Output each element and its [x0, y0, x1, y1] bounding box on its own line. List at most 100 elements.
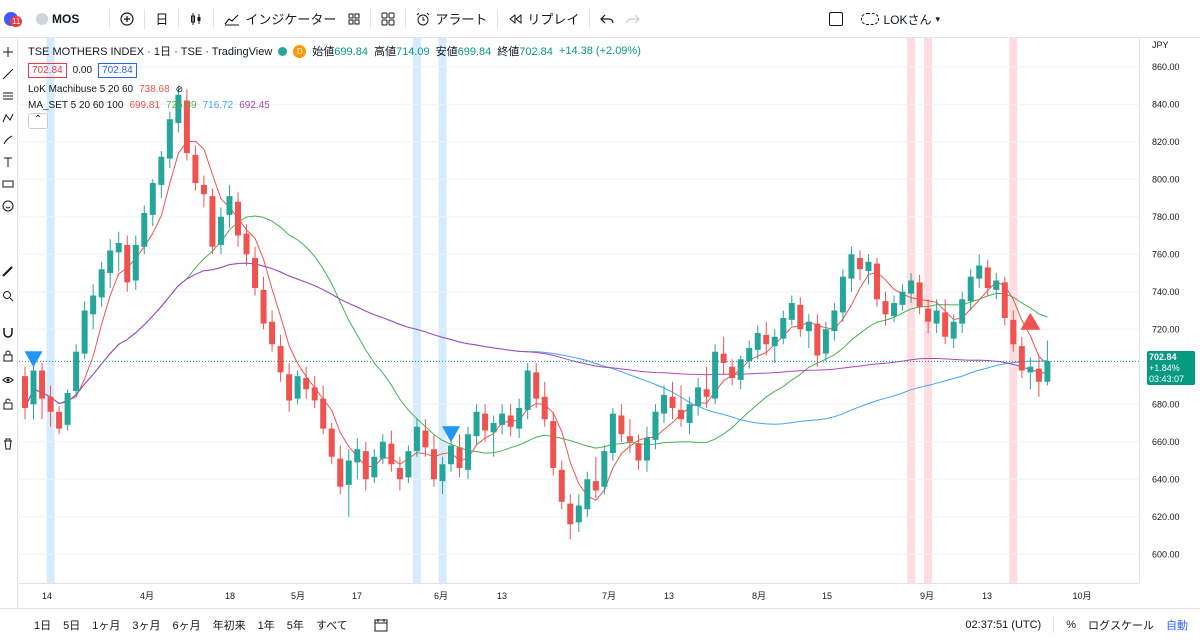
- indicators-button[interactable]: インジケーター: [218, 0, 342, 38]
- redo-button[interactable]: [620, 0, 646, 38]
- candle-body: [626, 436, 633, 442]
- ma60-value: 716.72: [202, 99, 234, 111]
- eye-icon[interactable]: [2, 374, 14, 386]
- candle-body: [192, 154, 199, 183]
- percent-scale-button[interactable]: %: [1066, 618, 1076, 631]
- range-button-5[interactable]: 年初来: [212, 619, 246, 632]
- buy-signal-triangle: [1020, 312, 1041, 330]
- candle-body: [90, 295, 97, 315]
- measure-icon[interactable]: [2, 178, 14, 190]
- candle-body: [499, 413, 506, 425]
- account-menu[interactable]: 11: [0, 0, 24, 38]
- time-tick-label: 8月: [752, 591, 766, 601]
- zoom-icon[interactable]: [2, 290, 14, 302]
- candle-body: [141, 213, 148, 247]
- ruler-icon[interactable]: [2, 266, 14, 278]
- time-tick-label: 10月: [1072, 591, 1091, 601]
- candle-body: [516, 408, 523, 429]
- trash-icon[interactable]: [2, 438, 14, 450]
- symbol-title[interactable]: TSE MOTHERS INDEX · 1日 · TSE · TradingVi…: [28, 46, 273, 58]
- templates-button[interactable]: [342, 0, 366, 38]
- currency-label[interactable]: JPY: [1152, 40, 1169, 50]
- candle-body: [371, 456, 378, 478]
- pattern-icon[interactable]: [2, 112, 14, 124]
- price-chart[interactable]: [19, 38, 1139, 583]
- candle-body: [507, 415, 514, 427]
- divider: [178, 8, 180, 29]
- compare-symbol-button[interactable]: [114, 0, 140, 38]
- brush-icon[interactable]: [2, 134, 14, 146]
- candle-body: [558, 469, 565, 502]
- symbol-search[interactable]: MOS: [30, 0, 85, 38]
- collapse-legend-button[interactable]: ⌃: [28, 113, 48, 129]
- ohlc-close: 終値702.84: [497, 46, 553, 58]
- candle-body: [763, 334, 770, 345]
- undo-button[interactable]: [594, 0, 620, 38]
- range-button-0[interactable]: 1日: [34, 619, 52, 632]
- candle-body: [695, 387, 702, 407]
- fib-icon[interactable]: [2, 90, 14, 102]
- market-status-icon: [278, 46, 288, 56]
- trend-line-icon[interactable]: [2, 68, 14, 80]
- alarm-clock-icon: [417, 12, 430, 25]
- log-scale-button[interactable]: ログスケール: [1088, 619, 1154, 632]
- range-button-2[interactable]: 1ヶ月: [92, 619, 121, 632]
- magnet-icon[interactable]: [2, 326, 14, 338]
- loading-icon: ⊘: [175, 83, 184, 94]
- layout-button[interactable]: [375, 0, 401, 38]
- clock[interactable]: 02:37:51 (UTC): [965, 618, 1042, 631]
- candle-body: [814, 323, 821, 356]
- range-button-1[interactable]: 5日: [63, 619, 81, 632]
- indicators-label: インジケーター: [245, 12, 337, 27]
- candle-body: [22, 376, 28, 408]
- time-axis[interactable]: 14 4月 18 5月 17 6月 13 7月 13 8月 15 9月 13 10月: [19, 583, 1139, 608]
- candle-body: [1044, 361, 1051, 382]
- candle-body: [984, 267, 991, 288]
- lock-drawings-icon[interactable]: [2, 350, 14, 362]
- price-tick-label: 640.00: [1152, 474, 1180, 484]
- bar-countdown: 03:43:07: [1149, 374, 1185, 384]
- indicator1-value: 738.68: [139, 83, 170, 95]
- range-button-6[interactable]: 1年: [257, 619, 275, 632]
- price-axis[interactable]: 860.00 840.00 820.00 800.00 780.00 760.00 740.…: [1139, 38, 1200, 583]
- goto-date-icon[interactable]: [374, 618, 388, 632]
- ma-line-ma100: [24, 262, 1048, 409]
- replay-button[interactable]: リプレイ: [502, 0, 585, 38]
- range-button-3[interactable]: 3ヶ月: [132, 619, 161, 632]
- drawing-toolbar: [0, 38, 18, 608]
- candle-body: [311, 387, 318, 401]
- emoji-icon[interactable]: [2, 200, 14, 212]
- indicator-legend-1[interactable]: LoK Machibuse 5 20 60 738.68 ⊘: [28, 81, 641, 97]
- candle-body: [107, 250, 114, 273]
- divider: [109, 8, 111, 29]
- fullscreen-icon[interactable]: [829, 12, 844, 26]
- alert-button[interactable]: アラート: [410, 0, 493, 38]
- candle-body: [567, 503, 574, 525]
- user-menu[interactable]: LOKさん ▾: [861, 11, 940, 28]
- candle-body: [132, 244, 139, 281]
- crosshair-icon[interactable]: [2, 46, 14, 58]
- range-buttons: 1日 5日 1ヶ月 3ヶ月 6ヶ月 年初来 1年 5年 すべて: [0, 617, 354, 633]
- avatar[interactable]: 11: [4, 11, 23, 27]
- lock-icon[interactable]: [2, 398, 14, 410]
- text-icon[interactable]: [2, 156, 14, 168]
- indicator-legend-2[interactable]: MA_SET 5 20 60 100 699.81 725.39 716.72 …: [28, 97, 641, 113]
- candle-body: [430, 449, 437, 480]
- candle-body: [746, 348, 753, 362]
- user-label: LOKさん: [883, 12, 932, 27]
- sell-button[interactable]: 702.84: [28, 62, 67, 78]
- range-button-8[interactable]: すべて: [315, 619, 348, 632]
- candle-body: [942, 312, 949, 337]
- auto-scale-button[interactable]: 自動: [1166, 619, 1188, 632]
- candle-body: [550, 421, 557, 468]
- range-button-4[interactable]: 6ヶ月: [172, 619, 201, 632]
- candle-body: [848, 254, 855, 279]
- bottom-toolbar: 1日 5日 1ヶ月 3ヶ月 6ヶ月 年初来 1年 5年 すべて 02:37:51 (UTC) %…: [0, 608, 1200, 640]
- buy-button[interactable]: 702.84: [98, 62, 137, 78]
- interval-button[interactable]: 日: [149, 0, 174, 38]
- candle-body: [609, 413, 616, 453]
- range-button-7[interactable]: 5年: [286, 619, 304, 632]
- chart-type-button[interactable]: [183, 0, 209, 38]
- candle-body: [166, 119, 173, 159]
- candle-body: [686, 404, 693, 423]
